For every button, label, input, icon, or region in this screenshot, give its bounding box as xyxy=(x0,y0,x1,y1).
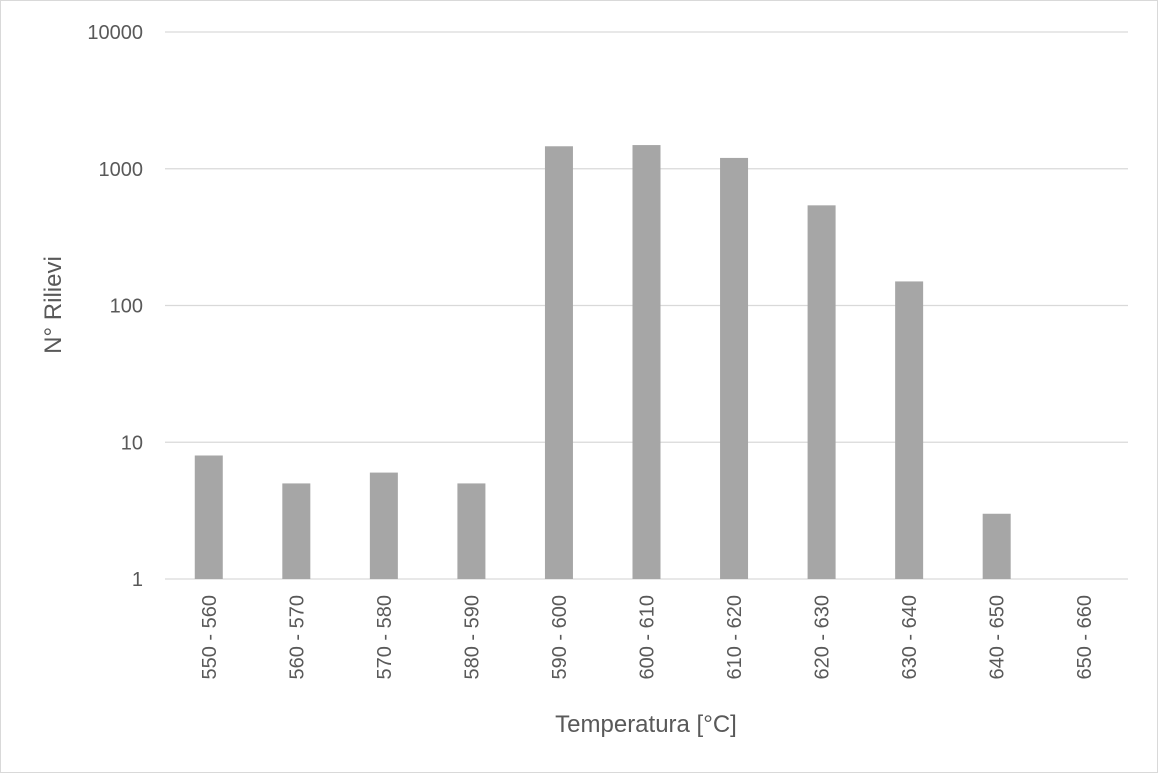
x-tick-label: 640 - 650 xyxy=(987,595,1009,680)
y-tick-label: 10000 xyxy=(87,22,143,44)
x-tick-label: 630 - 640 xyxy=(899,595,921,680)
bar xyxy=(807,205,836,579)
x-tick-label: 610 - 620 xyxy=(724,595,746,680)
bar xyxy=(282,483,311,579)
x-tick-label: 570 - 580 xyxy=(374,595,396,680)
y-axis-tick-labels: 1 10 100 1000 10000 xyxy=(87,22,143,591)
bar xyxy=(632,145,661,579)
x-tick-label: 590 - 600 xyxy=(549,595,571,680)
bar xyxy=(720,157,749,579)
x-tick-label: 560 - 570 xyxy=(286,595,308,680)
y-tick-label: 10 xyxy=(121,432,143,454)
x-tick-label: 580 - 590 xyxy=(461,595,483,680)
x-tick-label: 620 - 630 xyxy=(812,595,834,680)
bar xyxy=(194,455,223,579)
x-axis-tick-labels: 550 - 560 560 - 570 570 - 580 580 - 590 590 … xyxy=(199,595,1096,680)
x-tick-label: 550 - 560 xyxy=(199,595,221,680)
x-tick-label: 650 - 660 xyxy=(1074,595,1096,680)
bar xyxy=(982,513,1011,579)
y-tick-label: 1 xyxy=(132,569,143,591)
y-axis-title: N° Rilievi xyxy=(40,256,67,354)
x-tick-label: 600 - 610 xyxy=(637,595,659,680)
bars xyxy=(194,145,1011,579)
bar xyxy=(895,281,924,579)
x-axis-title: Temperatura [°C] xyxy=(555,711,737,738)
y-tick-label: 1000 xyxy=(99,159,144,181)
bar xyxy=(457,483,486,579)
bar xyxy=(544,146,573,579)
y-tick-label: 100 xyxy=(110,296,143,318)
bar xyxy=(369,472,398,579)
